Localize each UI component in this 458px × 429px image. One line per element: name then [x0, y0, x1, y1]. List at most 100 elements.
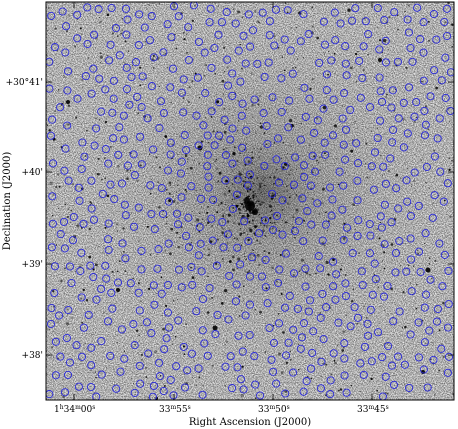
source-circle	[300, 83, 309, 92]
source-circle	[422, 162, 431, 172]
source-circle	[289, 269, 299, 278]
source-circle	[316, 313, 325, 322]
source-circle	[194, 37, 203, 46]
source-circle	[301, 264, 310, 273]
source-circle	[228, 124, 237, 133]
source-circle	[87, 204, 96, 213]
source-circle	[54, 311, 64, 320]
source-circle	[223, 230, 232, 239]
source-circle	[428, 213, 437, 222]
source-circle	[166, 138, 175, 147]
source-circle	[273, 211, 282, 220]
source-circle	[369, 185, 378, 194]
source-circle	[346, 105, 355, 114]
source-circle	[274, 134, 283, 143]
source-circle	[394, 352, 403, 361]
source-circle	[211, 330, 220, 339]
source-circle	[404, 28, 413, 37]
source-circle	[347, 16, 357, 25]
source-circle	[442, 4, 452, 13]
source-circle	[265, 17, 274, 26]
source-circle	[148, 392, 157, 400]
source-circle	[136, 132, 145, 141]
source-circle	[373, 3, 382, 13]
source-circle	[364, 331, 373, 340]
source-circle	[355, 56, 364, 65]
source-circle	[121, 211, 130, 220]
source-circle	[371, 275, 380, 284]
source-circle	[395, 307, 404, 316]
source-circle	[200, 339, 209, 348]
source-circle	[58, 7, 67, 16]
source-circle	[241, 59, 250, 68]
source-circle	[433, 134, 442, 143]
source-circle	[381, 179, 390, 188]
source-circle	[219, 243, 228, 252]
source-circle	[150, 300, 159, 309]
source-circle	[285, 291, 294, 301]
source-circle	[176, 169, 185, 178]
source-circle	[353, 313, 363, 322]
source-circle	[159, 386, 168, 396]
source-circle	[121, 254, 130, 263]
source-circle	[147, 209, 156, 219]
source-circle	[76, 266, 85, 276]
source-circle	[115, 123, 124, 132]
source-circle	[259, 109, 268, 118]
source-circle	[155, 123, 164, 133]
source-circle	[157, 289, 166, 298]
source-circle	[215, 131, 224, 140]
source-circle	[163, 166, 173, 175]
source-circle	[179, 108, 188, 117]
source-circle	[245, 300, 255, 309]
source-circle	[149, 53, 158, 62]
source-circle	[376, 116, 385, 125]
source-circle	[182, 145, 191, 155]
source-circle	[221, 176, 230, 185]
source-circle	[261, 283, 270, 292]
source-circle	[65, 262, 74, 271]
source-circle	[373, 133, 382, 143]
source-circle	[272, 379, 281, 388]
source-circle	[352, 139, 361, 148]
source-circle	[142, 318, 151, 327]
source-circle	[313, 199, 322, 208]
source-circle	[208, 236, 217, 245]
source-circle	[162, 334, 171, 343]
source-circle	[134, 41, 143, 50]
source-circle	[73, 34, 82, 43]
source-circle	[46, 84, 54, 93]
source-circle	[137, 160, 146, 169]
source-circle	[164, 239, 173, 248]
source-circle	[129, 320, 138, 329]
source-circle	[327, 211, 336, 220]
source-circle	[370, 148, 380, 157]
source-circle	[425, 326, 434, 335]
source-circle	[340, 354, 349, 363]
source-circle	[188, 280, 197, 289]
source-circle	[106, 40, 115, 49]
source-circle	[86, 382, 96, 392]
source-circle	[238, 143, 247, 152]
source-circle	[265, 31, 274, 40]
source-circle	[326, 376, 335, 385]
source-circle	[228, 69, 237, 78]
source-circle	[394, 204, 403, 213]
source-circle	[233, 243, 242, 252]
source-circle	[195, 223, 204, 232]
source-circle	[236, 375, 246, 384]
source-circle	[405, 383, 414, 392]
source-circle	[48, 159, 58, 168]
source-circle	[155, 358, 164, 367]
source-circle	[110, 195, 119, 204]
source-circle	[317, 357, 326, 366]
source-circle	[92, 295, 101, 304]
source-circle	[406, 234, 415, 243]
source-circle	[429, 9, 438, 19]
source-circle	[374, 328, 383, 337]
source-circle	[267, 355, 276, 364]
source-circle	[155, 372, 164, 381]
source-circle	[74, 382, 83, 391]
source-circle	[290, 227, 299, 236]
source-circle	[97, 370, 106, 379]
